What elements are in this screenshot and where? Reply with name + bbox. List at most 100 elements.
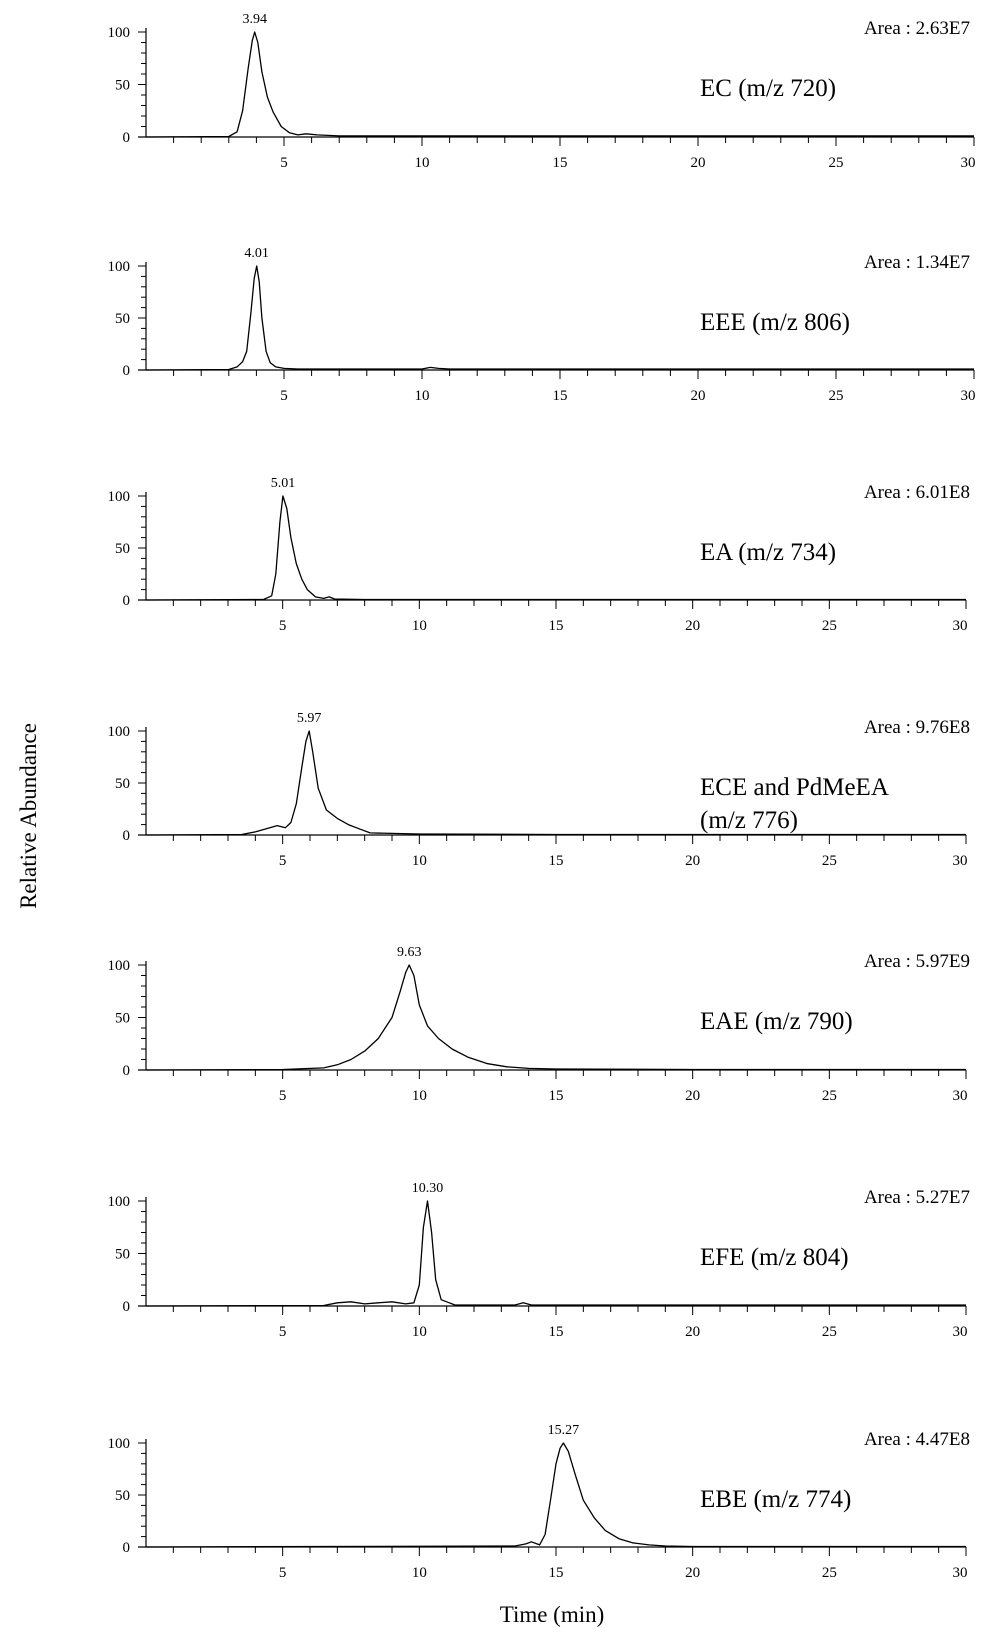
x-tick-label: 20 [691, 155, 706, 171]
chromatogram-trace [145, 31, 974, 138]
x-tick-label: 15 [549, 618, 564, 634]
peak-area-label: Area : 9.76E8 [864, 717, 970, 738]
x-tick-label: 20 [685, 853, 700, 869]
x-tick-label: 15 [549, 1565, 564, 1581]
y-tick-label: 50 [115, 1247, 130, 1263]
x-tick-label: 20 [685, 618, 700, 634]
y-tick-label: 100 [108, 25, 131, 41]
y-tick-label: 0 [123, 1063, 131, 1079]
y-tick-label: 0 [123, 130, 131, 146]
chromatogram-panel-7: 0 50 100 5 10 15 20 25 30 15.27 Area : 4.47E8 EBE (… [108, 1423, 971, 1581]
x-axis-title: Time (min) [500, 1602, 605, 1627]
x-tick-label: 20 [685, 1565, 700, 1581]
y-tick-label: 50 [115, 1011, 130, 1027]
x-tick-label: 5 [279, 1565, 287, 1581]
chromatogram-trace [145, 730, 966, 836]
x-tick-label: 15 [549, 1088, 564, 1104]
x-tick-label: 25 [822, 853, 837, 869]
x-tick-label: 25 [822, 1565, 837, 1581]
x-tick-label: 10 [412, 1565, 427, 1581]
x-tick-label: 10 [412, 1088, 427, 1104]
y-tick-label: 100 [108, 1194, 131, 1210]
peak-area-label: Area : 4.47E8 [864, 1429, 970, 1450]
x-tick-label: 30 [961, 388, 976, 404]
x-tick-label: 10 [412, 618, 427, 634]
x-tick-label: 5 [279, 618, 287, 634]
x-tick-label: 15 [553, 155, 568, 171]
x-tick-label: 10 [412, 1324, 427, 1340]
x-tick-label: 30 [953, 1088, 968, 1104]
peak-retention-label: 3.94 [242, 12, 267, 27]
y-tick-label: 100 [108, 1436, 131, 1452]
compound-label: EA (m/z 734) [700, 539, 836, 566]
chromatogram-panel-4: 0 50 100 5 10 15 20 25 30 5.97 Area : 9.76E8 ECE an… [108, 711, 971, 869]
compound-label: EBE (m/z 774) [700, 1486, 851, 1513]
y-tick-label: 0 [123, 1540, 131, 1556]
chromatogram-trace [145, 495, 966, 601]
x-tick-label: 30 [953, 1565, 968, 1581]
x-tick-label: 5 [279, 853, 287, 869]
peak-area-label: Area : 5.97E9 [864, 951, 970, 972]
y-tick-label: 0 [123, 593, 131, 609]
chromatogram-panel-3: 0 50 100 5 10 15 20 25 30 5.01 Area : 6.01E8 EA (m/… [108, 476, 971, 634]
peak-area-label: Area : 6.01E8 [864, 482, 970, 503]
y-tick-label: 50 [115, 541, 130, 557]
x-tick-label: 5 [279, 1088, 287, 1104]
peak-area-label: Area : 5.27E7 [864, 1187, 970, 1208]
compound-label: EFE (m/z 804) [700, 1244, 849, 1271]
chromatogram-panel-5: 0 50 100 5 10 15 20 25 30 9.63 Area : 5.97E9 EAE (m… [108, 945, 971, 1104]
chromatogram-trace [145, 964, 966, 1071]
chromatogram-panel-2: 0 50 100 5 10 15 20 25 30 4.01 Area : 1.34E7 EEE (m… [108, 246, 976, 404]
x-tick-label: 20 [691, 388, 706, 404]
x-tick-label: 5 [280, 155, 288, 171]
y-tick-label: 100 [108, 489, 131, 505]
y-axis-title: Relative Abundance [16, 723, 41, 909]
peak-area-label: Area : 2.63E7 [864, 18, 970, 39]
compound-label: EAE (m/z 790) [700, 1008, 853, 1035]
chromatogram-trace [145, 1442, 966, 1548]
chromatogram-trace [145, 265, 974, 371]
x-tick-label: 25 [822, 1088, 837, 1104]
x-tick-label: 20 [685, 1324, 700, 1340]
y-tick-label: 50 [115, 78, 130, 94]
x-tick-label: 15 [553, 388, 568, 404]
x-tick-label: 25 [829, 155, 844, 171]
chromatogram-panel-6: 0 50 100 5 10 15 20 25 30 10.30 Area : 5.27E7 EFE (… [108, 1181, 971, 1340]
x-tick-label: 25 [822, 618, 837, 634]
y-tick-label: 0 [123, 828, 131, 844]
chromatogram-panel-1: 0 50 100 5 10 15 20 25 30 3.94 Area : 2.63E7 EC (m/… [108, 12, 976, 171]
y-tick-label: 0 [123, 363, 131, 379]
y-tick-label: 100 [108, 724, 131, 740]
x-tick-label: 10 [412, 853, 427, 869]
x-tick-label: 30 [953, 618, 968, 634]
peak-retention-label: 5.97 [297, 711, 322, 726]
peak-area-label: Area : 1.34E7 [864, 252, 970, 273]
compound-label: EC (m/z 720) [700, 75, 836, 102]
y-tick-label: 0 [123, 1299, 131, 1315]
peak-retention-label: 9.63 [397, 945, 422, 960]
compound-label: EEE (m/z 806) [700, 309, 850, 336]
y-tick-label: 50 [115, 311, 130, 327]
chromatogram-trace [145, 1200, 966, 1307]
x-tick-label: 25 [829, 388, 844, 404]
compound-label: (m/z 776) [700, 807, 798, 834]
x-tick-label: 5 [279, 1324, 287, 1340]
x-tick-label: 15 [549, 853, 564, 869]
x-tick-label: 10 [415, 155, 430, 171]
y-tick-label: 100 [108, 958, 131, 974]
x-tick-label: 10 [415, 388, 430, 404]
x-tick-label: 5 [280, 388, 288, 404]
y-tick-label: 50 [115, 1488, 130, 1504]
compound-label: ECE and PdMeEA [700, 774, 889, 801]
peak-retention-label: 15.27 [548, 1423, 580, 1438]
y-tick-label: 50 [115, 776, 130, 792]
x-tick-label: 20 [685, 1088, 700, 1104]
x-tick-label: 30 [961, 155, 976, 171]
x-tick-label: 30 [953, 853, 968, 869]
peak-retention-label: 4.01 [244, 246, 269, 261]
x-tick-label: 30 [953, 1324, 968, 1340]
peak-retention-label: 10.30 [412, 1181, 444, 1196]
peak-retention-label: 5.01 [271, 476, 296, 491]
